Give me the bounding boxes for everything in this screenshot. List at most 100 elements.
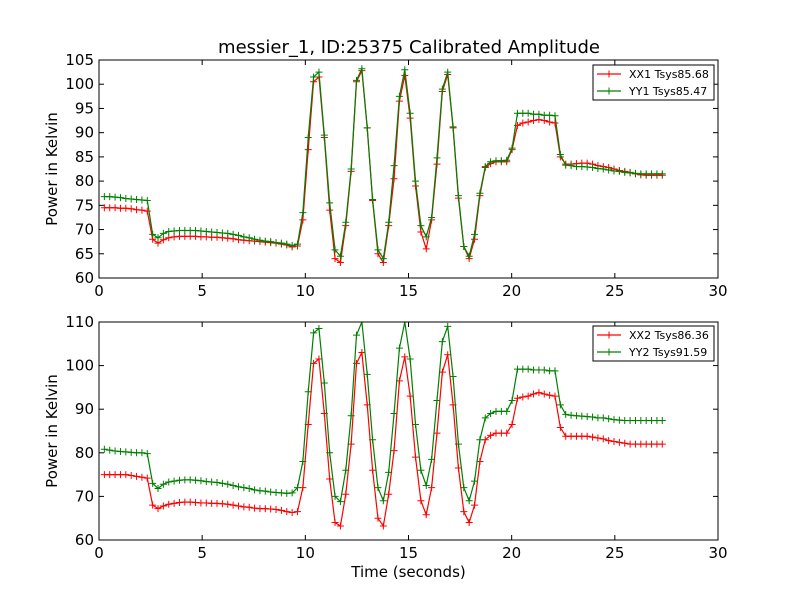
data-point xyxy=(465,252,473,260)
data-point xyxy=(261,487,269,495)
y-tick-label: 90 xyxy=(75,124,94,142)
legend-label: YY2 Tsys91.59 xyxy=(628,346,707,359)
data-point xyxy=(401,66,409,74)
data-point xyxy=(240,233,248,241)
data-point xyxy=(379,255,387,263)
data-point xyxy=(524,109,532,117)
data-point xyxy=(272,505,280,513)
data-point xyxy=(417,466,425,474)
data-point xyxy=(465,519,473,527)
data-point xyxy=(438,85,446,93)
data-point xyxy=(277,239,285,247)
data-point xyxy=(508,144,516,152)
data-point xyxy=(556,401,564,409)
bottom-subplot: 0 5 10 15 20 25 30 60 70 80 90 100 110 Power in Kelvi… xyxy=(43,313,728,581)
data-point xyxy=(658,440,666,448)
legend-label: XX1 Tsys85.68 xyxy=(629,68,709,81)
data-point xyxy=(385,218,393,226)
y-tick-label: 75 xyxy=(75,196,94,214)
data-point xyxy=(358,322,366,326)
data-point xyxy=(487,158,495,166)
x-tick-label: 0 xyxy=(94,282,104,300)
data-point xyxy=(524,392,532,400)
data-point xyxy=(379,522,387,530)
y-axis-label: Power in Kelvin xyxy=(43,374,61,488)
data-point xyxy=(519,119,527,127)
data-point xyxy=(320,379,328,387)
data-point xyxy=(240,484,248,492)
legend-marker xyxy=(605,70,613,78)
data-point xyxy=(605,166,613,174)
data-point xyxy=(449,123,457,131)
data-point xyxy=(508,396,516,404)
data-point xyxy=(342,490,350,498)
data-point xyxy=(369,436,377,444)
series-1 xyxy=(100,349,666,530)
data-point xyxy=(395,344,403,352)
y-tick-label: 65 xyxy=(75,245,94,263)
data-point xyxy=(288,242,296,250)
y-tick-label: 85 xyxy=(75,148,94,166)
data-point xyxy=(133,472,141,480)
data-point xyxy=(390,410,398,418)
data-point xyxy=(143,207,151,215)
data-point xyxy=(234,483,242,491)
data-point xyxy=(127,205,135,213)
data-point xyxy=(599,165,607,173)
data-point xyxy=(229,230,237,238)
x-tick-label: 10 xyxy=(296,544,315,562)
data-point xyxy=(433,396,441,404)
data-point xyxy=(336,258,344,266)
data-point xyxy=(503,407,511,415)
data-point xyxy=(165,500,173,508)
data-point xyxy=(540,390,548,398)
data-point xyxy=(519,393,527,401)
data-point xyxy=(605,437,613,445)
data-point xyxy=(159,229,167,237)
data-point xyxy=(353,76,361,84)
data-point xyxy=(535,389,543,397)
data-point xyxy=(390,175,398,183)
data-point xyxy=(476,436,484,444)
data-point xyxy=(170,477,178,485)
x-tick-label: 25 xyxy=(605,544,624,562)
data-point xyxy=(347,412,355,420)
legend-label: YY1 Tsys85.47 xyxy=(628,85,707,98)
data-point xyxy=(417,228,425,236)
data-point xyxy=(524,365,532,373)
data-point xyxy=(417,222,425,230)
data-point xyxy=(159,502,167,510)
data-point xyxy=(471,501,479,509)
data-point xyxy=(433,429,441,437)
data-point xyxy=(143,474,151,482)
series-2 xyxy=(100,65,666,263)
x-tick-label: 25 xyxy=(605,282,624,300)
data-point xyxy=(224,229,232,237)
data-point xyxy=(379,497,387,505)
data-point xyxy=(567,162,575,170)
data-point xyxy=(106,446,114,454)
data-point xyxy=(460,508,468,516)
data-point xyxy=(245,234,253,242)
data-point xyxy=(369,466,377,474)
data-point xyxy=(374,484,382,492)
data-point xyxy=(363,124,371,132)
data-point xyxy=(546,391,554,399)
data-point xyxy=(267,238,275,246)
data-point xyxy=(503,156,511,164)
data-point xyxy=(615,167,623,175)
data-point xyxy=(605,415,613,423)
data-point xyxy=(476,189,484,197)
data-point xyxy=(283,240,291,248)
y-tick-label: 105 xyxy=(65,51,94,69)
data-point xyxy=(342,218,350,226)
data-point xyxy=(293,508,301,516)
data-point xyxy=(556,150,564,158)
y-tick-label: 95 xyxy=(75,99,94,117)
data-point xyxy=(138,206,146,214)
data-point xyxy=(213,478,221,486)
data-point xyxy=(374,514,382,522)
data-point xyxy=(454,192,462,200)
data-point xyxy=(412,177,420,185)
